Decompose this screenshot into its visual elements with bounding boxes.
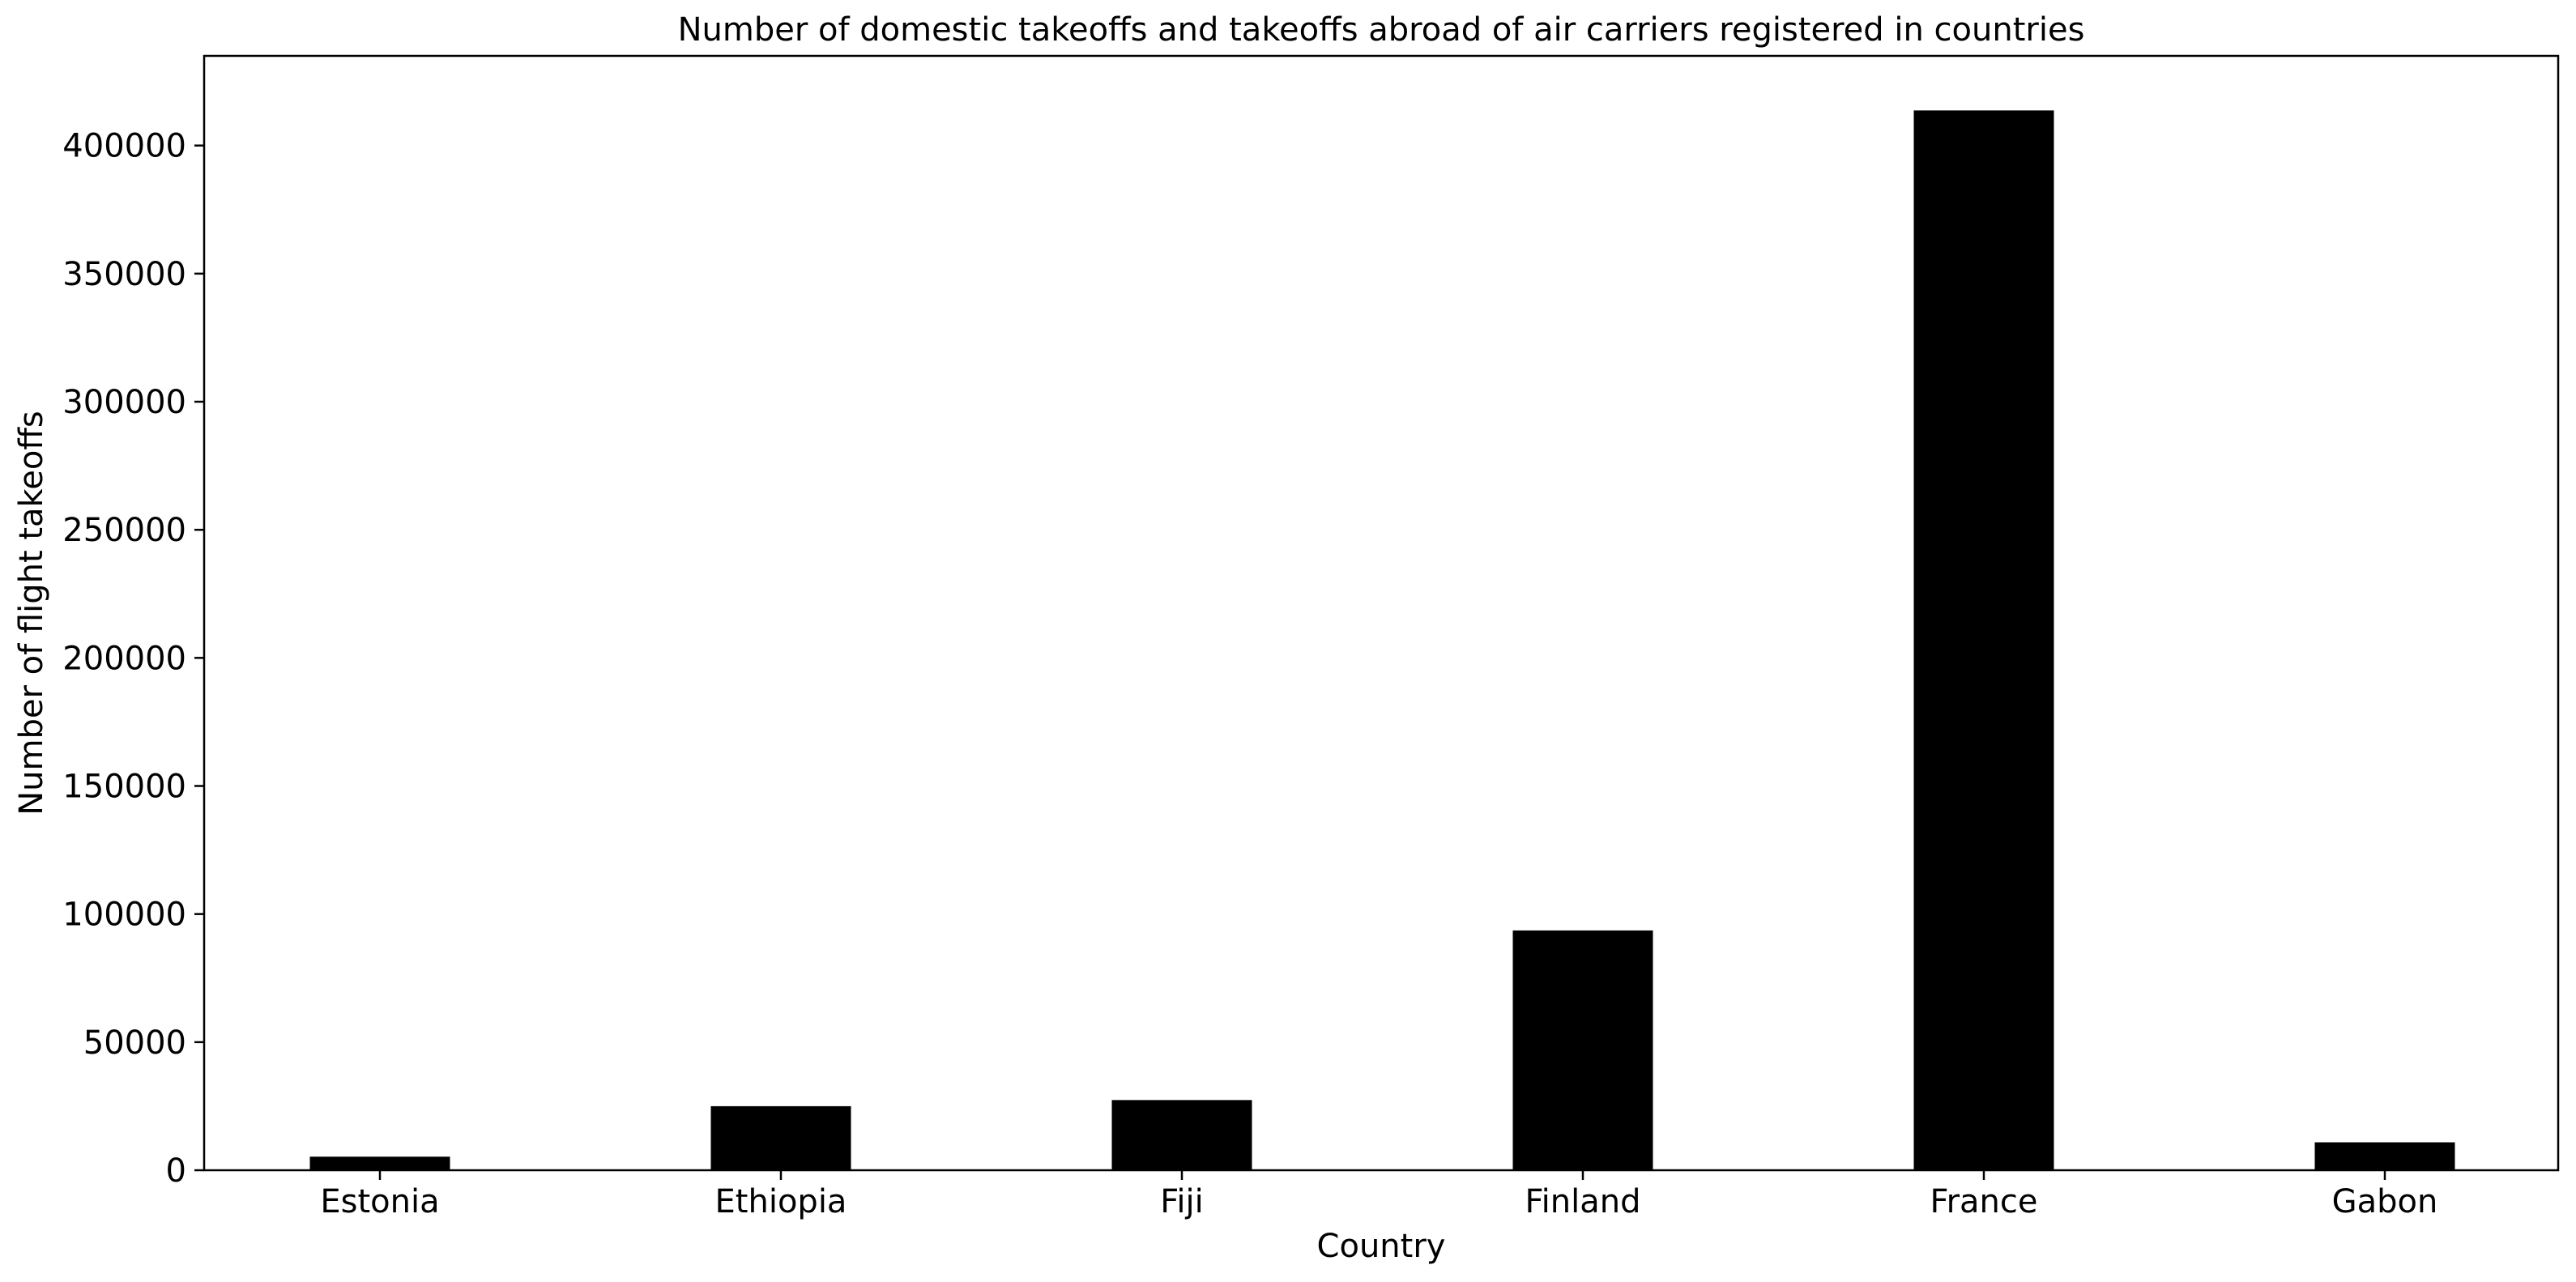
x-tick-label: Ethiopia — [715, 1183, 847, 1220]
bar-gabon — [2314, 1142, 2455, 1170]
x-axis-label: Country — [1317, 1228, 1446, 1265]
y-axis-label: Number of flight takeoffs — [13, 411, 50, 816]
y-tick-label: 100000 — [62, 897, 186, 934]
x-tick-label: Fiji — [1160, 1183, 1203, 1220]
plot-frame — [203, 54, 2560, 1172]
bar-ethiopia — [710, 1105, 851, 1170]
y-tick-label: 400000 — [62, 128, 186, 165]
x-tick-label: France — [1930, 1183, 2037, 1220]
bar-france — [1913, 110, 2054, 1170]
x-tick-label: Finland — [1525, 1183, 1641, 1220]
y-tick-label: 150000 — [62, 769, 186, 806]
bars-group — [309, 110, 2455, 1170]
y-axis-ticks: 0 50000 100000 150000 200000 250000 300000 3500… — [62, 128, 204, 1190]
x-axis-ticks: Estonia Ethiopia Fiji Finland France Gabon — [320, 1170, 2437, 1220]
y-tick-label: 0 — [166, 1152, 186, 1190]
y-tick-label: 200000 — [62, 640, 186, 677]
x-tick-label: Estonia — [320, 1183, 439, 1220]
y-tick-label: 50000 — [83, 1024, 186, 1062]
y-tick-label: 350000 — [62, 256, 186, 293]
bar-finland — [1512, 930, 1653, 1170]
chart-title: Number of domestic takeoffs and takeoffs… — [678, 11, 2085, 49]
bar-estonia — [309, 1156, 450, 1170]
y-tick-label: 300000 — [62, 384, 186, 421]
y-tick-label: 250000 — [62, 512, 186, 549]
bar-fiji — [1111, 1100, 1252, 1170]
x-tick-label: Gabon — [2332, 1183, 2438, 1220]
